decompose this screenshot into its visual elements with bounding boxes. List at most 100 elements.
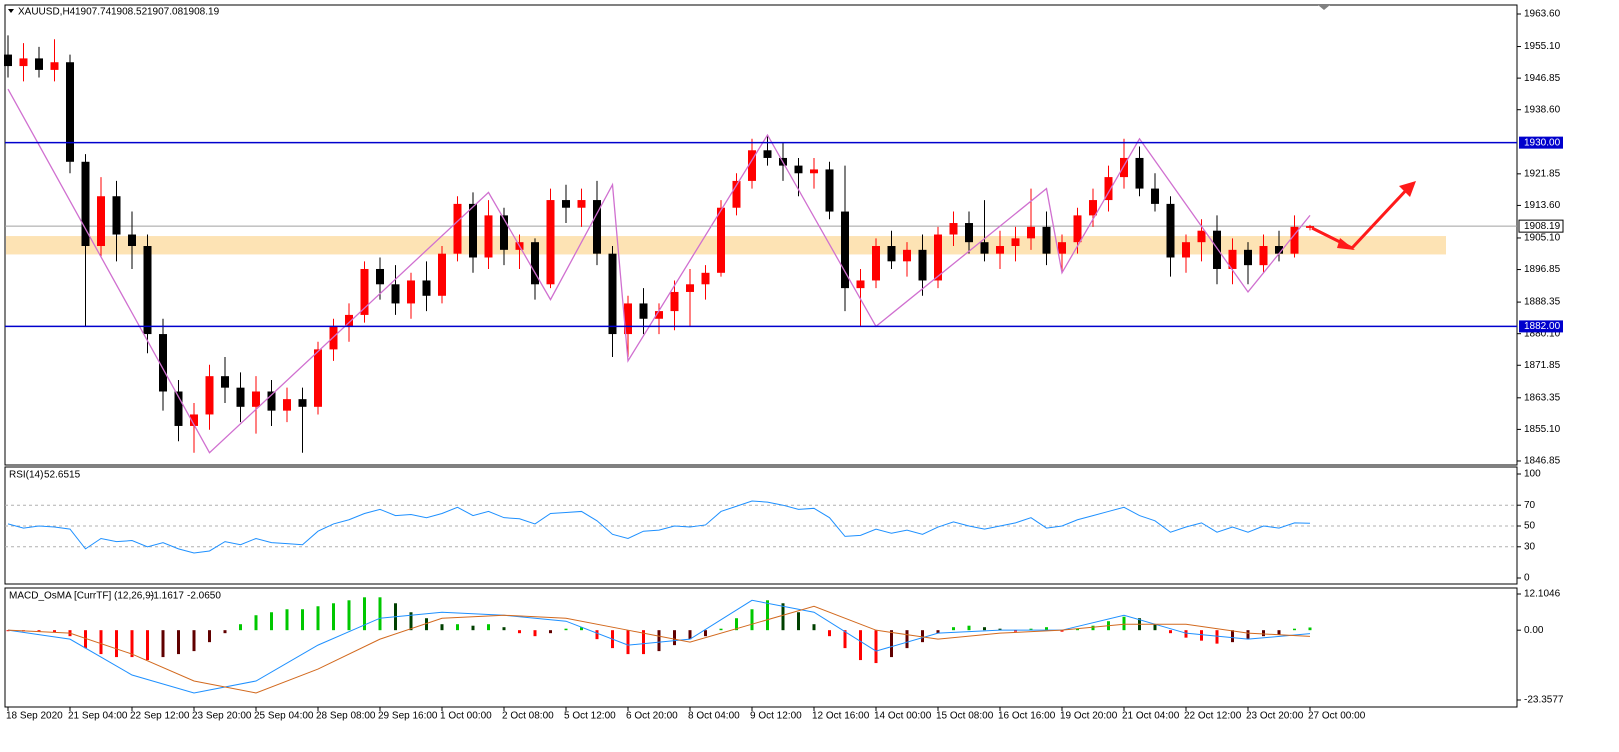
candle-body	[980, 242, 989, 254]
osma-bar	[471, 625, 475, 631]
candle-body	[546, 200, 555, 285]
osma-bar	[905, 630, 909, 649]
candle-body	[670, 291, 679, 312]
symbol-title: XAUUSD,H4	[18, 7, 76, 18]
candle-body	[1228, 249, 1237, 269]
osma-bar	[1169, 630, 1172, 634]
candle-body	[1073, 215, 1082, 243]
candle-body	[1027, 226, 1035, 239]
y-tick-label: 1913.60	[1524, 200, 1561, 211]
osma-bar	[580, 627, 583, 631]
osma-bar	[890, 630, 893, 658]
level-label: 1930.00	[1524, 137, 1561, 148]
osma-bar	[409, 612, 413, 631]
candle-body	[267, 391, 276, 411]
x-tick-label: 16 Oct 16:00	[998, 711, 1056, 722]
osma-bar	[549, 630, 552, 634]
candle-body	[143, 246, 152, 335]
x-tick-label: 5 Oct 12:00	[564, 711, 616, 722]
macd-readout: -1.1617	[150, 591, 184, 602]
x-tick-label: 22 Sep 12:00	[130, 711, 190, 722]
osma-bar	[1029, 628, 1033, 631]
osma-bar	[1014, 630, 1017, 632]
y-tick-label: 1888.35	[1524, 297, 1561, 308]
osma-bar	[161, 630, 165, 658]
candle-body	[252, 391, 260, 407]
osma-bar	[1076, 628, 1079, 631]
y-tick-label: 70	[1524, 500, 1536, 511]
candle-body	[1058, 242, 1066, 254]
main-panel	[4, 4, 1518, 466]
osma-bar	[998, 628, 1002, 631]
y-tick-label: 30	[1524, 541, 1536, 552]
osma-bar	[642, 630, 645, 655]
candle-body	[50, 62, 59, 70]
osma-bar	[53, 630, 56, 632]
osma-bar	[208, 630, 211, 643]
candle-body	[112, 196, 121, 235]
osma-bar	[750, 609, 754, 631]
x-tick-label: 9 Oct 12:00	[750, 711, 802, 722]
osma-bar	[673, 630, 676, 646]
candle-body	[763, 150, 772, 158]
candle-body	[841, 211, 849, 289]
osma-bar	[1246, 630, 1250, 640]
candle-body	[376, 268, 384, 285]
menu-triangle[interactable]	[8, 9, 14, 13]
candle-body	[810, 169, 818, 174]
osma-bar	[1153, 624, 1157, 631]
candle-body	[562, 200, 570, 208]
osma-bar	[719, 628, 723, 631]
osma-bar	[1122, 616, 1126, 631]
candle-body	[1197, 230, 1206, 243]
candle-body	[205, 376, 214, 415]
osma-bar	[84, 630, 87, 649]
osma-bar	[363, 597, 366, 631]
y-tick-label: 100	[1524, 469, 1541, 480]
candle-body	[314, 349, 322, 407]
current-price-box	[1518, 219, 1564, 233]
osma-bar	[626, 630, 630, 655]
x-tick-label: 12 Oct 16:00	[812, 711, 870, 722]
osma-bar	[130, 630, 134, 658]
arrow-head	[1337, 238, 1355, 250]
level-label-box	[1519, 320, 1563, 333]
candle-body	[856, 280, 865, 289]
candle-body	[732, 180, 741, 208]
candle-body	[128, 234, 136, 247]
osma-bar	[347, 600, 351, 631]
ohlc-close: 1908.19	[183, 7, 220, 18]
y-tick-label: 1938.60	[1524, 104, 1561, 115]
osma-bar	[828, 630, 831, 637]
osma-bar	[502, 627, 506, 631]
level-label: 1882.00	[1524, 321, 1561, 332]
candle-body	[918, 249, 927, 281]
osma-bar	[843, 630, 847, 649]
candle-body	[1151, 188, 1159, 204]
osma-bar	[688, 630, 692, 640]
osma-bar	[936, 630, 940, 634]
y-tick-label: 0.00	[1524, 625, 1544, 636]
y-tick-label: 1846.85	[1524, 456, 1561, 467]
candle-body	[608, 253, 617, 335]
y-tick-label: 1896.85	[1524, 264, 1561, 275]
y-tick-label: 0	[1524, 573, 1530, 584]
candle-body	[624, 303, 632, 335]
osma-bar	[1277, 630, 1281, 635]
x-tick-label: 14 Oct 00:00	[874, 711, 932, 722]
candle-body	[190, 414, 198, 426]
osma-bar	[704, 630, 707, 637]
osma-bar	[1308, 627, 1312, 631]
candle-body	[1135, 157, 1144, 189]
ohlc-open: 1907.74	[75, 7, 112, 18]
candle-body	[19, 58, 28, 67]
rsi-title: RSI(14)	[9, 470, 43, 481]
candle-body	[655, 311, 663, 319]
osma-bar	[316, 606, 320, 631]
candle-body	[469, 203, 477, 258]
candle-body	[934, 234, 942, 281]
x-tick-label: 21 Sep 04:00	[68, 711, 128, 722]
candle-body	[1213, 230, 1221, 269]
support-zone	[6, 236, 1446, 255]
osma-bar	[781, 603, 785, 631]
